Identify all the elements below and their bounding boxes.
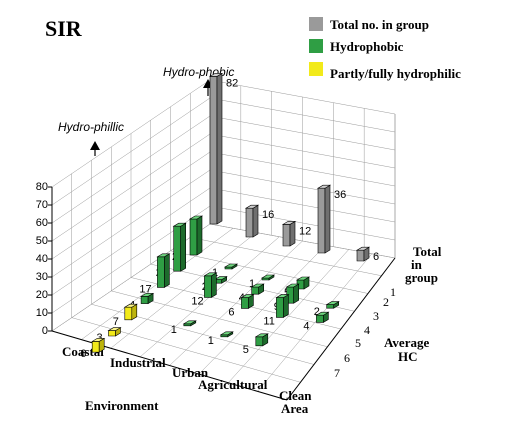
bar xyxy=(315,311,330,323)
bar-value-label: 4 xyxy=(303,320,309,332)
bar xyxy=(156,253,171,288)
floor-gridline xyxy=(190,237,382,276)
bar xyxy=(325,301,340,309)
bar-value-label: 7 xyxy=(113,316,119,328)
env-label-clean: Clean Area xyxy=(279,388,312,416)
bar-value-label: 6 xyxy=(373,251,379,263)
floor-gridline xyxy=(170,250,369,294)
bar-value-label: 5 xyxy=(243,344,249,356)
bar xyxy=(140,292,155,305)
environment-axis: Coastal Industrial Urban Agricultural Cl… xyxy=(62,344,312,416)
chart-title: SIR xyxy=(45,16,83,41)
z-axis: 0 10 20 30 40 50 60 70 80 xyxy=(36,181,48,337)
legend-swatch-hydrophobic xyxy=(309,39,323,53)
legend-label-hydrophilic: Partly/fully hydrophilic xyxy=(330,66,461,81)
env-label-urban: Urban xyxy=(172,365,209,380)
bar xyxy=(295,276,311,290)
hc-axis: Total in group 1 2 3 4 5 6 7 Average HC xyxy=(334,244,442,380)
bar-value-label: 11 xyxy=(263,315,274,327)
hc-tick-label: 2 xyxy=(383,295,389,309)
env-axis-title: Environment xyxy=(85,398,159,413)
bar xyxy=(275,294,290,318)
floor-gridline xyxy=(71,317,301,383)
right-edge xyxy=(286,257,396,401)
hc-tick-label: 6 xyxy=(344,351,350,365)
bar-value-label: 2 xyxy=(314,306,320,318)
legend: Total no. in group Hydrophobic Partly/fu… xyxy=(309,17,461,81)
bar xyxy=(254,333,269,347)
bar xyxy=(250,283,265,295)
bar-value-label: 82 xyxy=(226,77,238,89)
hc-axis-title: Average HC xyxy=(384,335,429,364)
bar-value-label: 1 xyxy=(249,278,255,290)
legend-swatch-total xyxy=(309,17,323,31)
hc-extra-label: Total in group xyxy=(405,244,442,285)
bar xyxy=(260,274,276,281)
bar xyxy=(244,204,260,238)
legend-label-hydrophobic: Hydrophobic xyxy=(330,39,404,54)
chart-grid xyxy=(48,79,396,401)
bar-value-label: 12 xyxy=(191,295,203,307)
bar xyxy=(91,337,106,353)
bar xyxy=(172,222,187,272)
hydro-phillic-label: Hydro-phillic xyxy=(58,120,124,134)
bar-value-label: 36 xyxy=(334,189,346,201)
bar xyxy=(208,72,224,225)
z-tick-label: 20 xyxy=(36,289,48,301)
bar-value-label: 1 xyxy=(208,335,214,347)
hydro-phillic-arrowhead xyxy=(90,141,100,150)
bar xyxy=(188,215,204,256)
bar xyxy=(240,294,255,309)
bar xyxy=(203,272,218,298)
bar xyxy=(107,327,122,337)
z-tick-label: 60 xyxy=(36,217,48,229)
wall-labels: Hydro-phobic Hydro-phillic xyxy=(58,65,234,156)
z-tick-label: 10 xyxy=(36,307,48,319)
bars: 63612168251120294225411612174511736 xyxy=(80,72,379,360)
bar-value-label: 17 xyxy=(139,283,151,295)
bar-value-label: 6 xyxy=(80,348,86,360)
legend-swatch-hydrophilic xyxy=(309,62,323,76)
hc-tick-label: 5 xyxy=(355,336,361,350)
bar xyxy=(281,220,297,247)
z-tick-label: 80 xyxy=(36,181,48,193)
hc-tick-label: 4 xyxy=(364,323,370,337)
front-edge xyxy=(51,330,288,401)
hc-tick-label: 3 xyxy=(373,309,379,323)
bar xyxy=(316,184,332,254)
bar-value-label: 12 xyxy=(299,225,311,237)
hydro-phobic-label: Hydro-phobic xyxy=(163,65,234,79)
hc-tick-label: 7 xyxy=(334,366,340,380)
z-tick-label: 50 xyxy=(36,235,48,247)
env-label-industrial: Industrial xyxy=(110,355,166,370)
z-tick-label: 30 xyxy=(36,271,48,283)
env-label-agricultural: Agricultural xyxy=(198,377,268,392)
bar-value-label: 6 xyxy=(228,306,234,318)
legend-label-total: Total no. in group xyxy=(330,17,429,32)
bar xyxy=(355,246,371,262)
bar xyxy=(223,263,239,270)
bar-value-label: 16 xyxy=(262,209,274,221)
hc-tick-label: 1 xyxy=(390,285,396,299)
bar-value-label: 3 xyxy=(97,332,103,344)
z-tick-label: 40 xyxy=(36,253,48,265)
z-tick-label: 70 xyxy=(36,199,48,211)
bar xyxy=(182,320,197,327)
z-tick-label: 0 xyxy=(42,325,48,337)
bar-value-label: 1 xyxy=(171,324,177,336)
bar xyxy=(123,303,138,321)
bar xyxy=(219,331,234,338)
